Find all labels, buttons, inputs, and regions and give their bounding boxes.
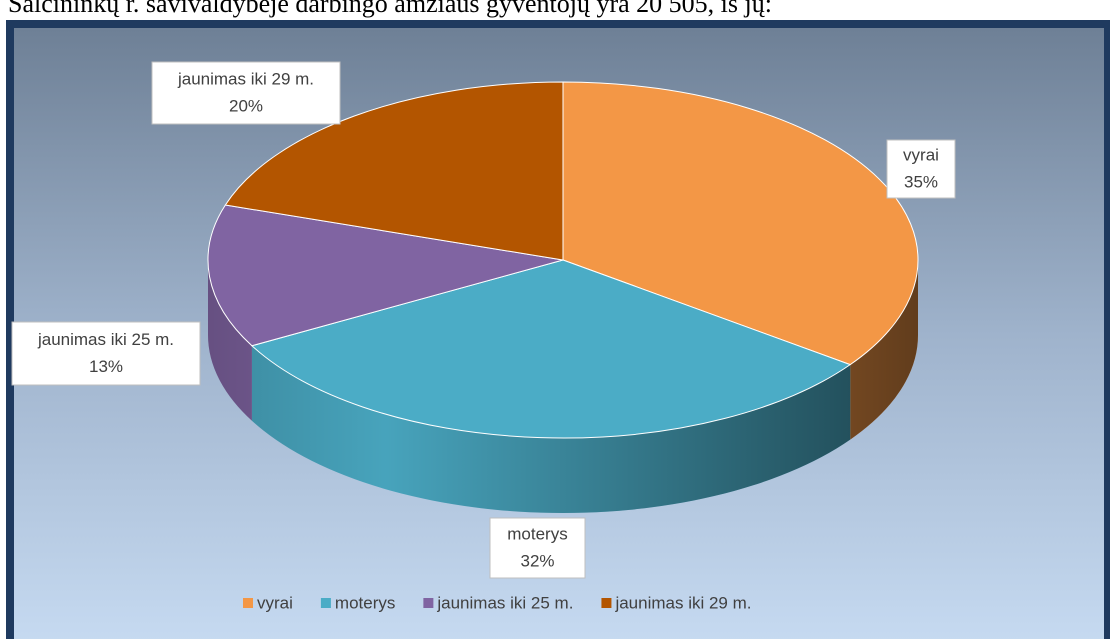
data-label-value: 20% bbox=[229, 96, 263, 115]
legend-label: jaunimas iki 29 m. bbox=[614, 593, 751, 612]
data-label-box bbox=[11, 321, 201, 386]
legend-label: moterys bbox=[335, 593, 395, 612]
side-shade bbox=[251, 345, 851, 513]
side-shade bbox=[208, 260, 252, 421]
data-label-name: jaunimas iki 25 m. bbox=[37, 330, 174, 349]
slice bbox=[562, 81, 919, 366]
slice bbox=[224, 81, 564, 261]
data-label-name: jaunimas iki 29 m. bbox=[177, 69, 314, 88]
data-label-name: vyrai bbox=[903, 145, 939, 164]
legend-swatch bbox=[243, 598, 253, 608]
legend-swatch bbox=[601, 598, 612, 608]
header-text: Šalčininkų r. savivaldybėje darbingo amž… bbox=[8, 0, 772, 18]
legend-swatch bbox=[320, 598, 331, 608]
legend-label: vyrai bbox=[257, 593, 293, 612]
data-label-value: 32% bbox=[520, 551, 554, 570]
slice bbox=[250, 259, 852, 439]
data-label-box bbox=[886, 139, 956, 199]
data-label-value: 35% bbox=[904, 172, 938, 191]
data-label-box bbox=[489, 517, 586, 579]
legend-swatch bbox=[423, 598, 434, 608]
data-label-box bbox=[151, 61, 341, 125]
data-label-value: 13% bbox=[89, 357, 123, 376]
legend-label: jaunimas iki 25 m. bbox=[436, 593, 573, 612]
slice bbox=[207, 204, 564, 347]
side-shade bbox=[850, 260, 918, 440]
data-label-name: moterys bbox=[507, 524, 567, 543]
